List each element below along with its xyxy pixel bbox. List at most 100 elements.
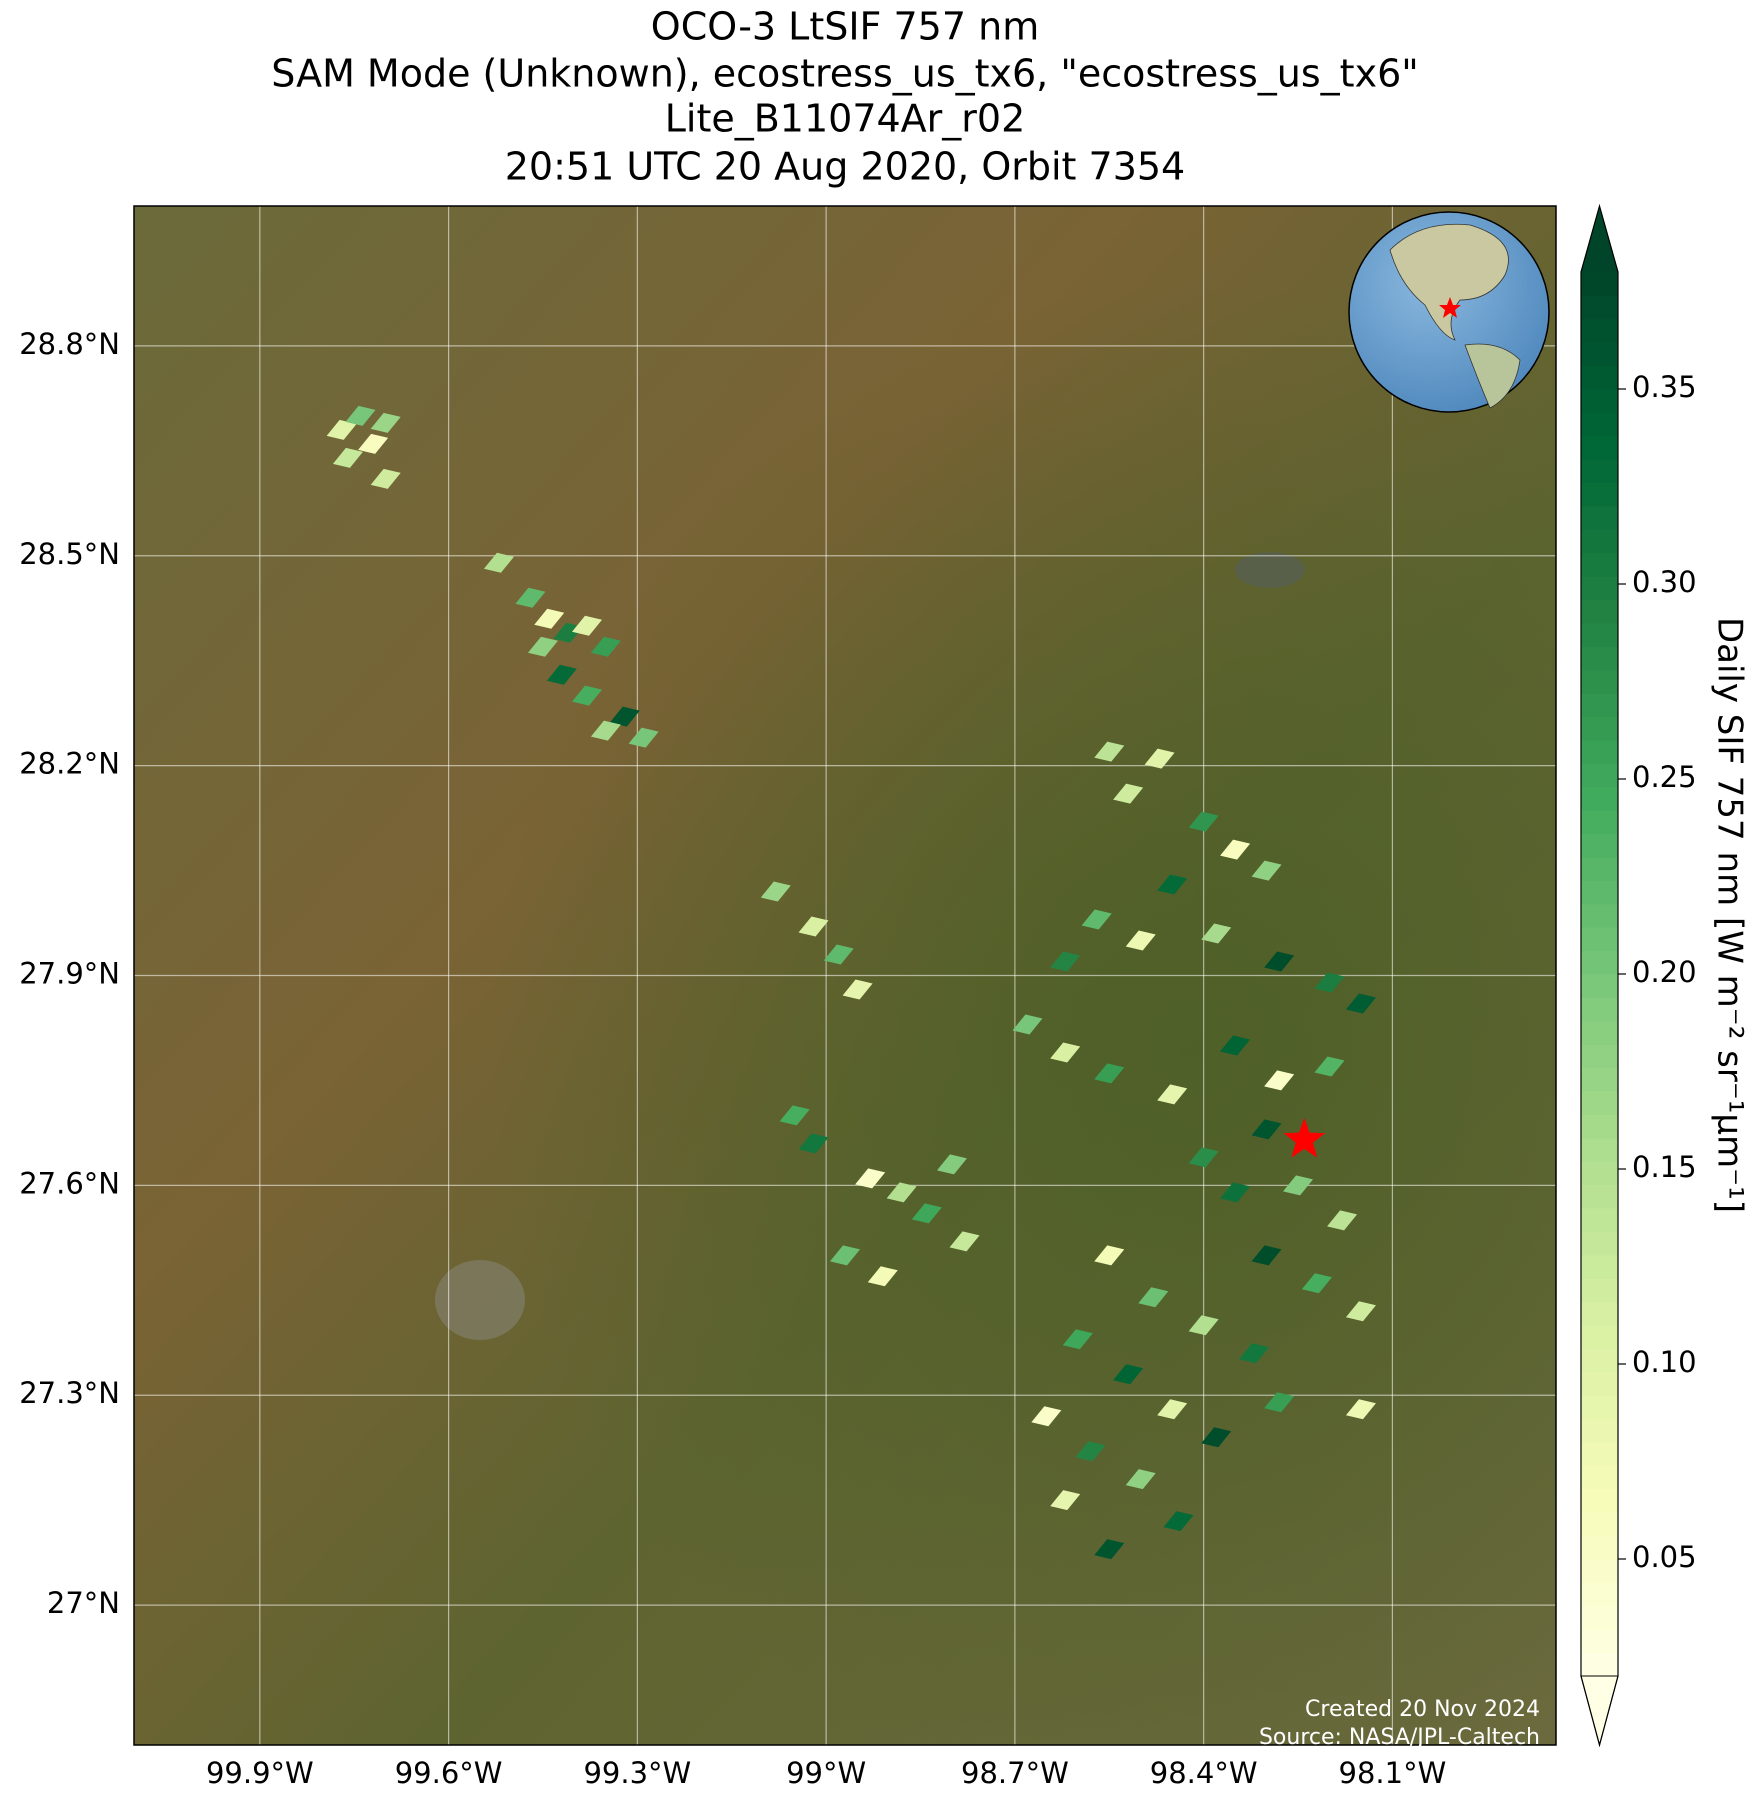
footprint [527,636,558,657]
footprint [1144,748,1175,769]
chart-subtitle: SAM Mode (Unknown), ecostress_us_tx6, "e… [271,52,1418,96]
footprint [855,1168,886,1189]
colorbar-segment [1581,1465,1618,1490]
footprint [590,636,621,657]
footprint [830,1245,860,1266]
footprint [1301,1273,1332,1294]
footprint [798,1133,829,1154]
colorbar-segment [1581,552,1618,577]
colorbar-segment [1581,295,1618,320]
colorbar-segment [1581,1091,1618,1115]
footprint [1062,1329,1093,1350]
colorbar-segment [1581,529,1618,554]
colorbar-segment [1581,623,1618,647]
footprint [911,1203,942,1224]
colorbar-segment [1581,1348,1618,1373]
colorbar-segment [1581,1184,1618,1209]
y-tick-label: 28.2°N [19,747,120,781]
colorbar-segment [1581,576,1618,601]
x-tick-label: 99°W [786,1756,866,1790]
colorbar-segment [1581,950,1618,975]
footprint [572,685,603,706]
footprint [1138,1287,1169,1308]
footprint [370,412,401,433]
footprint [1188,1315,1219,1336]
x-tick-label: 99.3°W [583,1756,691,1790]
footprint [1220,1035,1251,1056]
footprint [1264,951,1295,972]
footprint [358,433,389,454]
colorbar-segment [1581,693,1618,718]
footprint [1220,839,1251,860]
footprint [1163,1511,1194,1532]
footprint [515,587,546,608]
footprint [1314,1056,1345,1077]
colorbar-segment [1581,482,1618,507]
x-tick-label: 99.9°W [206,1756,314,1790]
colorbar-extend [1580,1675,1619,1747]
footprint [1050,951,1081,972]
site-marker [1283,1117,1326,1158]
footprint [1157,874,1188,895]
colorbar-segment [1581,833,1618,858]
colorbar-segment [1581,740,1618,764]
colorbar-segment [1581,459,1618,484]
colorbar-segment [1581,1044,1618,1069]
footprint [1251,860,1282,881]
credit: Source: NASA/JPL-Caltech [1259,1725,1540,1750]
footprint [1012,1014,1043,1035]
colorbar-segment [1581,1067,1618,1092]
colorbar-segment [1581,1652,1618,1677]
colorbar-segment [1581,1301,1618,1326]
footprint [1327,1210,1358,1231]
x-tick-label: 99.6°W [395,1756,503,1790]
footprint [1050,1042,1081,1063]
chart-title: OCO-3 LtSIF 757 nm [651,5,1039,49]
map-frame [133,205,1557,1746]
credit: Created 20 Nov 2024 [1305,1697,1540,1722]
colorbar-segment [1581,763,1618,788]
colorbar-segment [1581,1629,1618,1654]
footprint [886,1182,917,1203]
globe-inset [1348,211,1550,413]
footprint [1094,1539,1125,1560]
colorbar-tick-label: 0.35 [1632,370,1697,404]
colorbar-segment [1581,903,1618,928]
colorbar-segment [1581,1231,1618,1256]
footprint [1157,1399,1188,1420]
footprint [1264,1070,1295,1091]
footprint [628,727,659,748]
footprint [1345,1399,1376,1420]
footprint [1201,1427,1232,1448]
footprint [370,468,401,489]
footprint [1031,1406,1062,1427]
footprint [572,615,603,636]
footprint [1188,1147,1219,1168]
chart-subtitle: Lite_B11074Ar_r02 [665,97,1026,141]
chart-subtitle: 20:51 UTC 20 Aug 2020, Orbit 7354 [505,145,1185,189]
footprint [345,405,376,426]
y-tick-label: 27°N [47,1586,120,1620]
footprint [1125,930,1156,951]
colorbar-segment [1581,342,1618,367]
footprint [867,1266,898,1287]
colorbar-tick-label: 0.30 [1632,565,1697,599]
footprints [326,405,1376,1560]
colorbar-segment [1581,1488,1618,1513]
colorbar-segment [1581,1442,1618,1466]
footprint [1238,1343,1269,1364]
footprint [1125,1469,1156,1490]
colorbar-segment [1581,1395,1618,1420]
x-tick-label: 98.7°W [961,1756,1069,1790]
colorbar-segment [1581,318,1618,343]
colorbar-segment [1581,810,1618,835]
footprint [326,419,357,440]
colorbar-tick-label: 0.15 [1632,1150,1697,1184]
footprint [1345,993,1376,1014]
footprint [1094,1063,1125,1084]
colorbar-segment [1581,974,1618,998]
footprint [949,1231,980,1252]
colorbar-segment [1581,389,1618,413]
y-tick-label: 27.9°N [19,957,120,991]
